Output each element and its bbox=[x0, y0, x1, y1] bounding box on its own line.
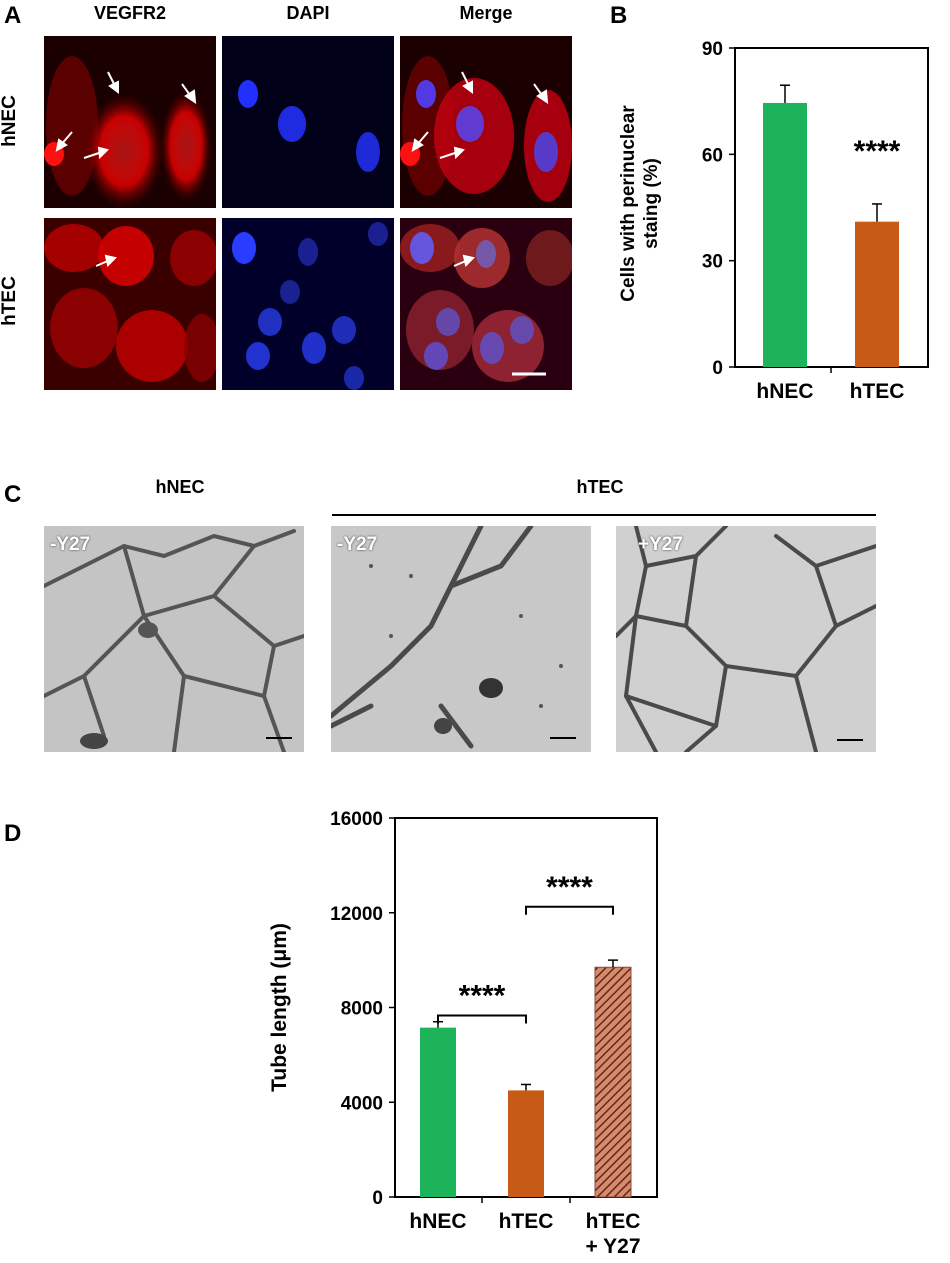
y-tick-label: 16000 bbox=[330, 809, 383, 830]
brightfield-htec-minus-y27: -Y27 bbox=[331, 526, 591, 752]
column-label-merge: Merge bbox=[459, 3, 513, 23]
column-label-htec: hTEC bbox=[576, 477, 624, 497]
micrograph-vegfr2-hnec bbox=[44, 36, 216, 208]
column-label-dapi: DAPI bbox=[286, 3, 330, 23]
x-tick-label: hNEC bbox=[756, 380, 813, 403]
row-label-hnec: hNEC bbox=[0, 95, 20, 147]
micrograph-dapi-hnec bbox=[222, 36, 394, 208]
column-label-vegfr2: VEGFR2 bbox=[93, 3, 167, 23]
bar-htec-y27 bbox=[594, 966, 632, 1198]
bar-htec bbox=[508, 1090, 544, 1197]
y-tick-label: 90 bbox=[702, 39, 723, 60]
bar-hnec bbox=[420, 1027, 456, 1197]
significance-annotation: **** bbox=[459, 980, 506, 1013]
panel-label-d: D bbox=[4, 820, 22, 847]
micrograph-merge-htec bbox=[400, 218, 572, 390]
micrograph-merge-hnec bbox=[400, 36, 572, 208]
column-label-hnec: hNEC bbox=[155, 477, 205, 497]
y-tick-label: 0 bbox=[712, 358, 723, 379]
x-tick-label: hTEC bbox=[586, 1210, 641, 1233]
y-tick-label: 60 bbox=[702, 145, 723, 166]
arrow-icon bbox=[95, 254, 117, 267]
y-tick-label: 0 bbox=[372, 1188, 383, 1209]
x-tick-label: + Y27 bbox=[585, 1235, 640, 1258]
y-tick-label: 12000 bbox=[330, 904, 383, 925]
arrow-icon bbox=[411, 71, 549, 160]
y-tick-label: 30 bbox=[702, 252, 723, 273]
x-tick-label: hNEC bbox=[409, 1210, 466, 1233]
bar-htec bbox=[855, 221, 899, 367]
image-label: -Y27 bbox=[50, 534, 91, 555]
x-tick-label: hTEC bbox=[499, 1210, 554, 1233]
significance-annotation: **** bbox=[546, 871, 593, 904]
bar-hnec bbox=[763, 102, 807, 367]
brightfield-htec-plus-y27: +Y27 bbox=[616, 526, 876, 752]
y-axis-label: Tube length (μm) bbox=[268, 923, 291, 1092]
x-tick-label: hTEC bbox=[850, 380, 905, 403]
y-axis-label: staing (%) bbox=[641, 158, 662, 249]
significance-bracket bbox=[437, 1014, 527, 1024]
chart-b: 0 30 60 90 hNEC hTEC **** Cells with perinuclea… bbox=[618, 39, 929, 403]
significance-bracket bbox=[525, 905, 614, 915]
y-axis-label: Cells with perinuclear bbox=[618, 105, 639, 302]
y-tick-label: 8000 bbox=[341, 999, 383, 1020]
significance-annotation: **** bbox=[854, 135, 901, 168]
arrow-icon bbox=[55, 71, 197, 160]
arrow-icon bbox=[453, 254, 475, 267]
micrograph-dapi-htec bbox=[222, 218, 394, 390]
y-tick-label: 4000 bbox=[341, 1093, 383, 1114]
image-label: +Y27 bbox=[638, 534, 683, 555]
row-label-htec: hTEC bbox=[0, 276, 20, 326]
image-label: -Y27 bbox=[337, 534, 378, 555]
brightfield-hnec-minus-y27: -Y27 bbox=[44, 526, 304, 752]
htec-group-line bbox=[332, 514, 876, 516]
panel-label-a: A bbox=[4, 2, 22, 29]
panel-label-c: C bbox=[4, 481, 22, 508]
micrograph-vegfr2-htec bbox=[44, 218, 216, 390]
panel-label-b: B bbox=[610, 2, 628, 29]
